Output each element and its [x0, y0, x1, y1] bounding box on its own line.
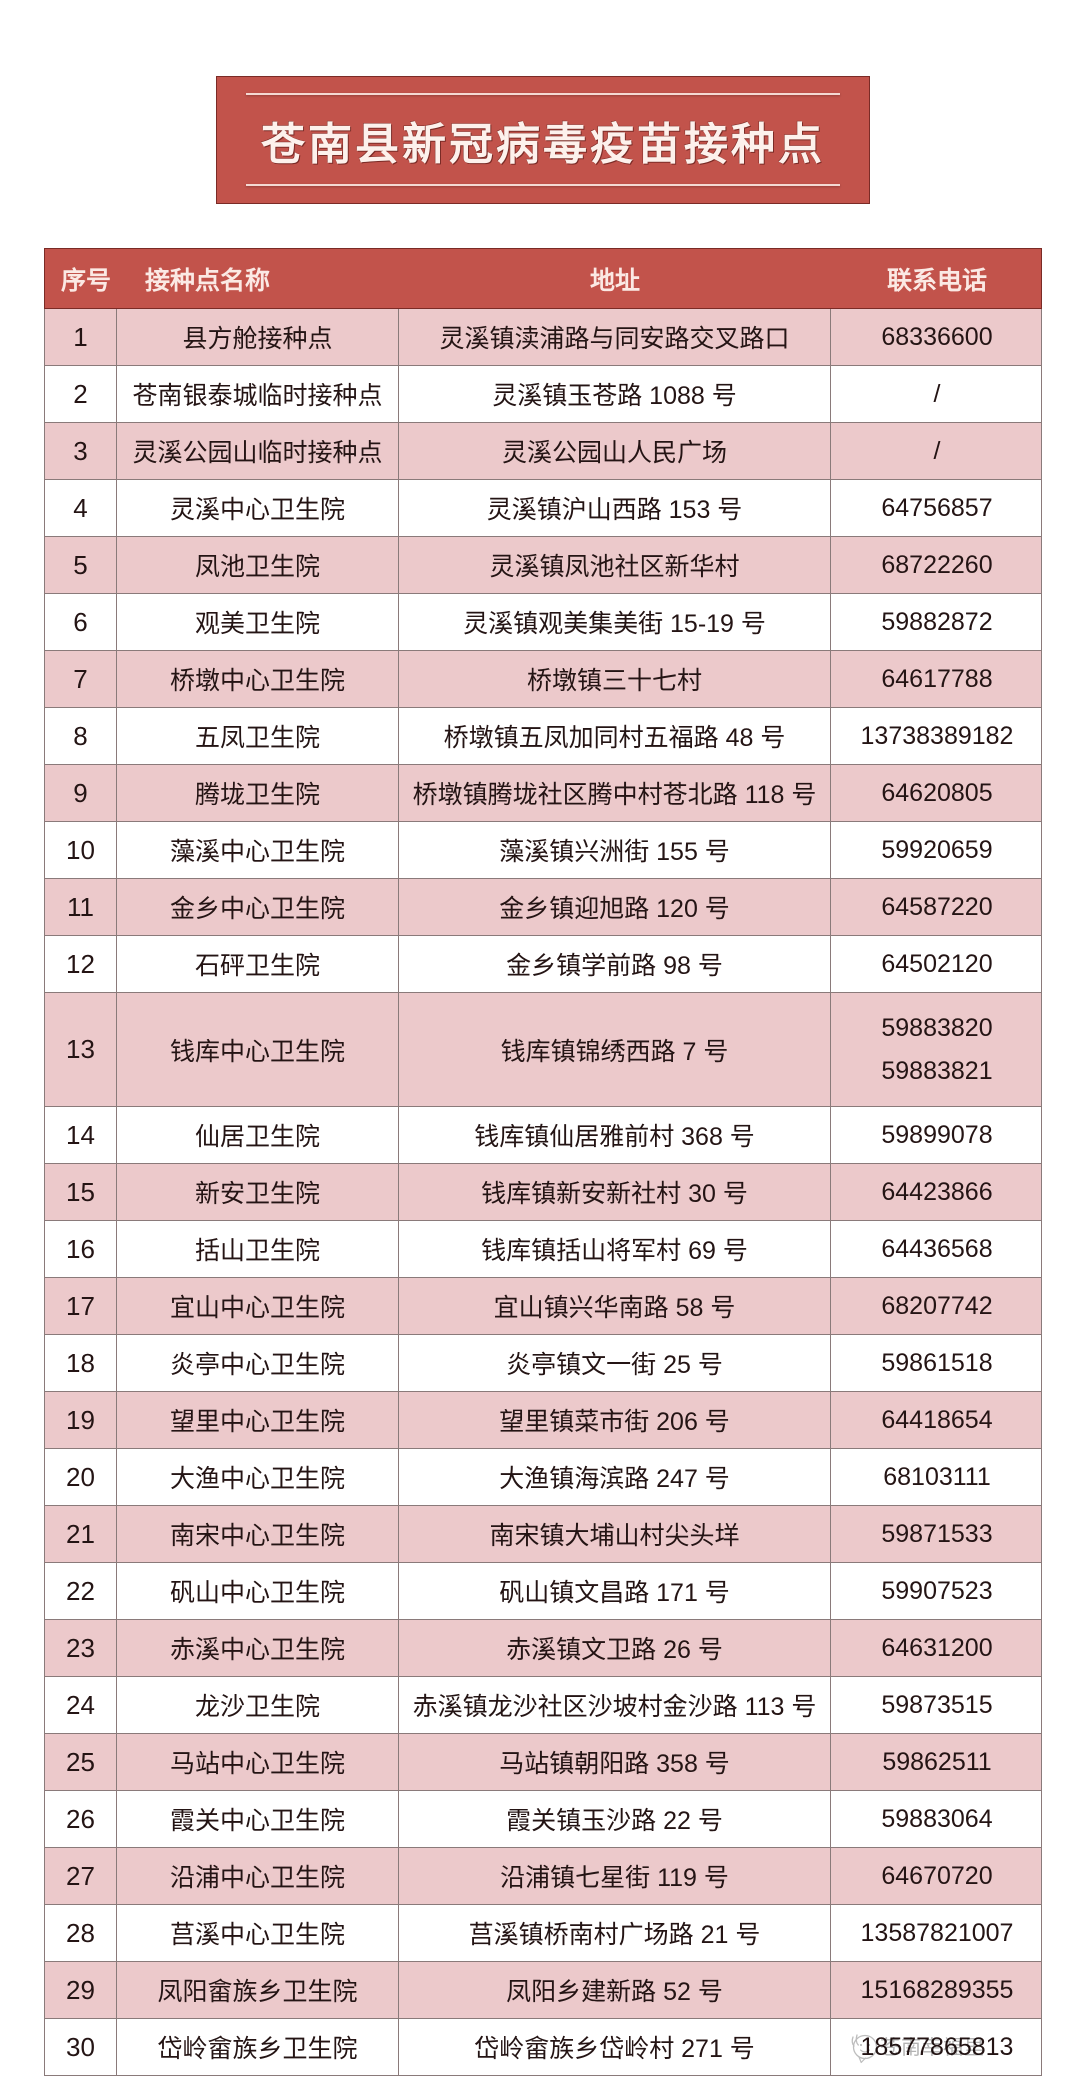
svg-text:苍南幸福里: 苍南幸福里: [880, 2036, 985, 2059]
